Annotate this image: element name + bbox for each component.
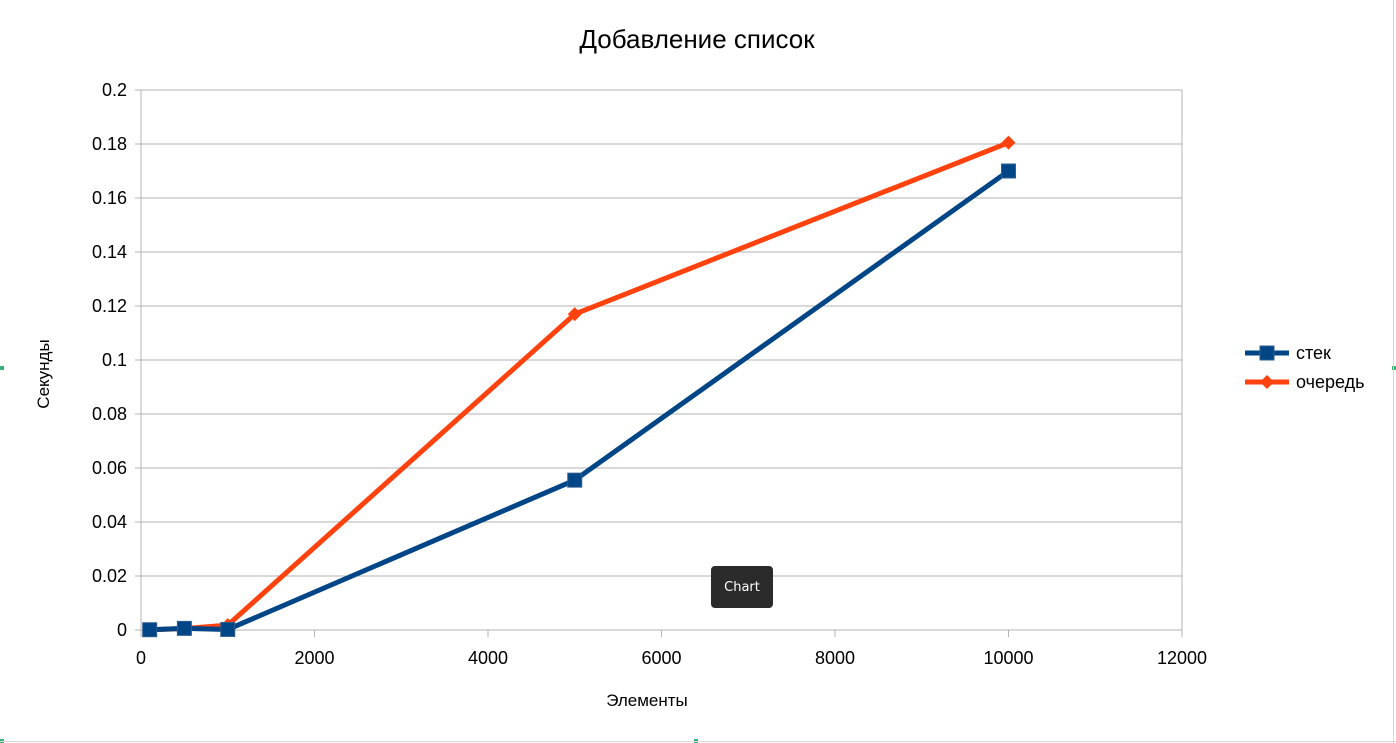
data-point	[176, 620, 192, 636]
y-tick-label: 0.08	[92, 404, 127, 424]
frame-border-right	[1393, 0, 1394, 743]
tooltip-label: Chart	[724, 579, 760, 595]
x-tick-label: 6000	[641, 648, 681, 668]
x-tick-label: 12000	[1157, 648, 1207, 668]
y-tick-label: 0.2	[102, 80, 127, 100]
x-axis-title: Элементы	[606, 691, 688, 710]
y-tick-label: 0	[117, 620, 127, 640]
series-line	[147, 140, 1011, 633]
chart-title: Добавление список	[579, 24, 815, 54]
legend-entry: стек	[1245, 343, 1331, 363]
legend-label: очередь	[1296, 372, 1365, 392]
data-point	[567, 307, 582, 322]
data-point	[1001, 163, 1016, 179]
data-point	[220, 621, 236, 637]
series-lines	[142, 135, 1016, 638]
legend-marker	[1259, 345, 1275, 361]
x-tick-label: 4000	[468, 648, 508, 668]
data-point	[142, 622, 158, 638]
chart-tooltip: Chart	[711, 566, 773, 608]
y-tick-label: 0.12	[92, 296, 127, 316]
frame-border-bottom	[0, 741, 1396, 742]
legend-marker	[1260, 375, 1274, 389]
x-tick-label: 8000	[815, 648, 855, 668]
selection-handle-left[interactable]	[0, 366, 4, 370]
legend: стек очередь	[1245, 343, 1365, 392]
data-point	[1001, 135, 1016, 150]
x-tick-labels: 0 2000 4000 6000 8000 10000 12000	[136, 648, 1207, 668]
series-queue	[142, 135, 1016, 637]
axes	[135, 89, 1183, 637]
y-tick-label: 0.06	[92, 458, 127, 478]
x-tick-label: 0	[136, 648, 146, 668]
legend-label: стек	[1296, 343, 1331, 363]
y-tick-label: 0.02	[92, 566, 127, 586]
series-line	[147, 168, 1011, 633]
series-stack	[142, 163, 1016, 638]
y-tick-label: 0.16	[92, 188, 127, 208]
y-tick-label: 0.04	[92, 512, 127, 532]
legend-entry: очередь	[1245, 372, 1365, 392]
y-tick-label: 0.14	[92, 242, 127, 262]
y-tick-label: 0.18	[92, 134, 127, 154]
selection-handle-right[interactable]	[1392, 366, 1396, 370]
data-point	[567, 472, 583, 488]
x-tick-label: 2000	[294, 648, 334, 668]
grid-lines	[141, 89, 1182, 577]
x-tick-label: 10000	[983, 648, 1033, 668]
y-axis-title: Секунды	[34, 339, 53, 408]
y-tick-label: 0.1	[102, 350, 127, 370]
y-tick-labels: 0 0.02 0.04 0.06 0.08 0.1 0.12 0.14 0.16 0.18 0.2	[92, 80, 127, 640]
